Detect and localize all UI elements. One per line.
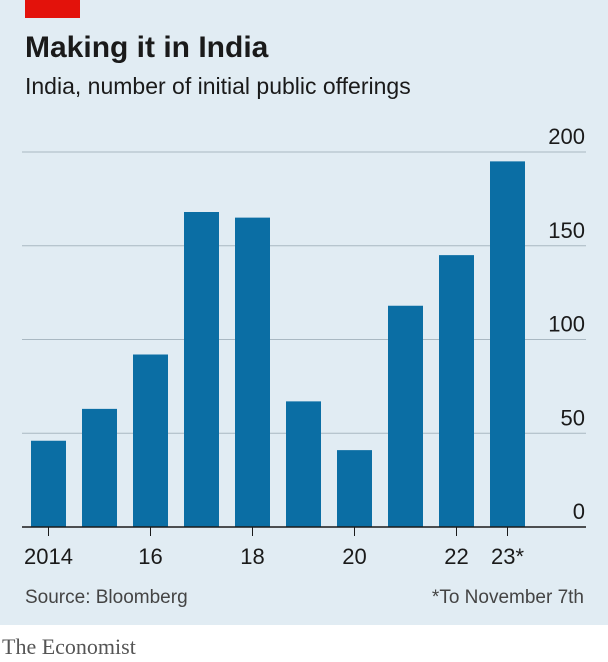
y-tick-label: 50	[561, 405, 585, 430]
bar	[490, 161, 525, 527]
x-tick-label: 2014	[24, 544, 73, 569]
x-tick-label: 20	[342, 544, 366, 569]
y-tick-label: 150	[548, 218, 585, 243]
chart-subtitle: India, number of initial public offering…	[25, 73, 411, 99]
bar	[286, 401, 321, 527]
bar	[388, 305, 423, 527]
bar	[439, 255, 474, 527]
footnote: *To November 7th	[432, 587, 584, 608]
brand-tag	[25, 0, 80, 18]
bar	[184, 212, 219, 527]
source: Source: Bloomberg	[25, 587, 188, 608]
x-tick-label: 23*	[491, 544, 524, 569]
y-tick-label: 0	[573, 499, 585, 524]
y-tick-label: 200	[548, 124, 585, 149]
brand: The Economist	[2, 634, 136, 659]
bar	[31, 440, 66, 527]
x-tick-label: 18	[240, 544, 264, 569]
bar	[235, 217, 270, 527]
x-tick-label: 16	[138, 544, 162, 569]
chart-title: Making it in India	[25, 31, 269, 64]
bar	[133, 354, 168, 527]
bar	[82, 408, 117, 527]
bar	[337, 450, 372, 527]
y-tick-label: 100	[548, 312, 585, 337]
x-tick-label: 22	[444, 544, 468, 569]
